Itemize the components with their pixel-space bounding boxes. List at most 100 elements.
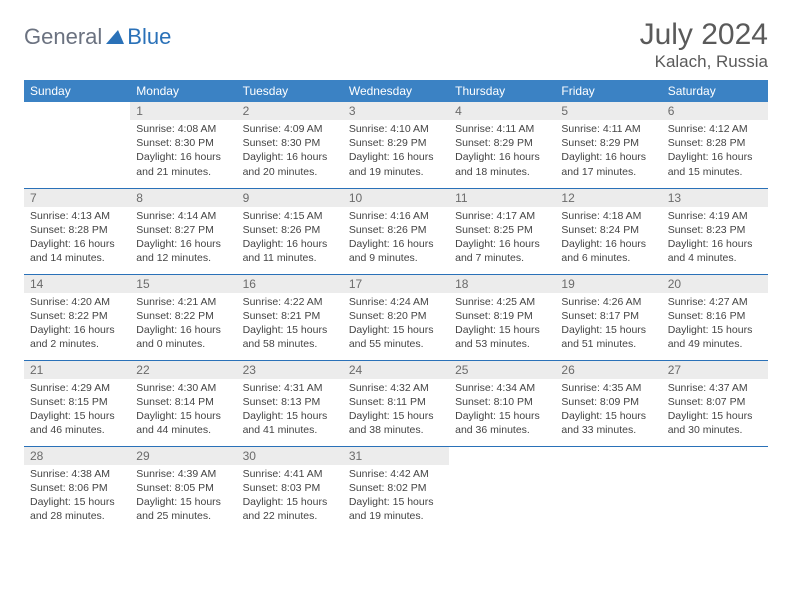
day-content: Sunrise: 4:24 AMSunset: 8:20 PMDaylight:… bbox=[343, 293, 449, 356]
day-content: Sunrise: 4:20 AMSunset: 8:22 PMDaylight:… bbox=[24, 293, 130, 356]
day-content: Sunrise: 4:19 AMSunset: 8:23 PMDaylight:… bbox=[662, 207, 768, 270]
day-content: Sunrise: 4:11 AMSunset: 8:29 PMDaylight:… bbox=[449, 120, 555, 183]
calendar-cell bbox=[555, 446, 661, 532]
day-content: Sunrise: 4:14 AMSunset: 8:27 PMDaylight:… bbox=[130, 207, 236, 270]
calendar-cell: 17Sunrise: 4:24 AMSunset: 8:20 PMDayligh… bbox=[343, 274, 449, 360]
day-number: 19 bbox=[555, 275, 661, 293]
day-content: Sunrise: 4:15 AMSunset: 8:26 PMDaylight:… bbox=[237, 207, 343, 270]
day-content: Sunrise: 4:08 AMSunset: 8:30 PMDaylight:… bbox=[130, 120, 236, 183]
day-number: 23 bbox=[237, 361, 343, 379]
day-content: Sunrise: 4:25 AMSunset: 8:19 PMDaylight:… bbox=[449, 293, 555, 356]
day-number: 27 bbox=[662, 361, 768, 379]
weekday-header: Wednesday bbox=[343, 80, 449, 102]
day-number: 16 bbox=[237, 275, 343, 293]
day-content: Sunrise: 4:30 AMSunset: 8:14 PMDaylight:… bbox=[130, 379, 236, 442]
calendar-cell: 2Sunrise: 4:09 AMSunset: 8:30 PMDaylight… bbox=[237, 102, 343, 188]
calendar-table: SundayMondayTuesdayWednesdayThursdayFrid… bbox=[24, 80, 768, 532]
day-number: 8 bbox=[130, 189, 236, 207]
day-number: 26 bbox=[555, 361, 661, 379]
calendar-cell: 12Sunrise: 4:18 AMSunset: 8:24 PMDayligh… bbox=[555, 188, 661, 274]
calendar-cell: 10Sunrise: 4:16 AMSunset: 8:26 PMDayligh… bbox=[343, 188, 449, 274]
calendar-cell: 8Sunrise: 4:14 AMSunset: 8:27 PMDaylight… bbox=[130, 188, 236, 274]
calendar-cell: 19Sunrise: 4:26 AMSunset: 8:17 PMDayligh… bbox=[555, 274, 661, 360]
calendar-cell: 13Sunrise: 4:19 AMSunset: 8:23 PMDayligh… bbox=[662, 188, 768, 274]
day-number: 4 bbox=[449, 102, 555, 120]
calendar-cell: 1Sunrise: 4:08 AMSunset: 8:30 PMDaylight… bbox=[130, 102, 236, 188]
brand-part1: General bbox=[24, 24, 102, 50]
calendar-cell: 31Sunrise: 4:42 AMSunset: 8:02 PMDayligh… bbox=[343, 446, 449, 532]
day-content: Sunrise: 4:27 AMSunset: 8:16 PMDaylight:… bbox=[662, 293, 768, 356]
page-subtitle: Kalach, Russia bbox=[640, 52, 768, 72]
day-number: 31 bbox=[343, 447, 449, 465]
day-content: Sunrise: 4:34 AMSunset: 8:10 PMDaylight:… bbox=[449, 379, 555, 442]
day-number: 17 bbox=[343, 275, 449, 293]
day-number: 18 bbox=[449, 275, 555, 293]
day-content: Sunrise: 4:16 AMSunset: 8:26 PMDaylight:… bbox=[343, 207, 449, 270]
day-number: 25 bbox=[449, 361, 555, 379]
day-content: Sunrise: 4:38 AMSunset: 8:06 PMDaylight:… bbox=[24, 465, 130, 528]
brand-triangle-icon bbox=[106, 30, 124, 44]
weekday-header: Thursday bbox=[449, 80, 555, 102]
day-content: Sunrise: 4:21 AMSunset: 8:22 PMDaylight:… bbox=[130, 293, 236, 356]
calendar-cell bbox=[449, 446, 555, 532]
weekday-header: Friday bbox=[555, 80, 661, 102]
weekday-header: Monday bbox=[130, 80, 236, 102]
day-number: 10 bbox=[343, 189, 449, 207]
day-content: Sunrise: 4:32 AMSunset: 8:11 PMDaylight:… bbox=[343, 379, 449, 442]
calendar-head: SundayMondayTuesdayWednesdayThursdayFrid… bbox=[24, 80, 768, 102]
calendar-cell: 22Sunrise: 4:30 AMSunset: 8:14 PMDayligh… bbox=[130, 360, 236, 446]
day-number: 20 bbox=[662, 275, 768, 293]
day-content: Sunrise: 4:41 AMSunset: 8:03 PMDaylight:… bbox=[237, 465, 343, 528]
calendar-cell: 14Sunrise: 4:20 AMSunset: 8:22 PMDayligh… bbox=[24, 274, 130, 360]
calendar-cell: 29Sunrise: 4:39 AMSunset: 8:05 PMDayligh… bbox=[130, 446, 236, 532]
calendar-cell: 26Sunrise: 4:35 AMSunset: 8:09 PMDayligh… bbox=[555, 360, 661, 446]
day-number: 5 bbox=[555, 102, 661, 120]
day-content: Sunrise: 4:17 AMSunset: 8:25 PMDaylight:… bbox=[449, 207, 555, 270]
calendar-cell: 4Sunrise: 4:11 AMSunset: 8:29 PMDaylight… bbox=[449, 102, 555, 188]
calendar-cell: 5Sunrise: 4:11 AMSunset: 8:29 PMDaylight… bbox=[555, 102, 661, 188]
day-number: 28 bbox=[24, 447, 130, 465]
calendar-cell: 25Sunrise: 4:34 AMSunset: 8:10 PMDayligh… bbox=[449, 360, 555, 446]
brand-logo: General Blue bbox=[24, 24, 171, 50]
calendar-cell: 11Sunrise: 4:17 AMSunset: 8:25 PMDayligh… bbox=[449, 188, 555, 274]
calendar-cell: 23Sunrise: 4:31 AMSunset: 8:13 PMDayligh… bbox=[237, 360, 343, 446]
day-content: Sunrise: 4:18 AMSunset: 8:24 PMDaylight:… bbox=[555, 207, 661, 270]
day-number: 7 bbox=[24, 189, 130, 207]
calendar-cell: 7Sunrise: 4:13 AMSunset: 8:28 PMDaylight… bbox=[24, 188, 130, 274]
day-content: Sunrise: 4:37 AMSunset: 8:07 PMDaylight:… bbox=[662, 379, 768, 442]
day-number: 29 bbox=[130, 447, 236, 465]
day-content: Sunrise: 4:09 AMSunset: 8:30 PMDaylight:… bbox=[237, 120, 343, 183]
day-number: 3 bbox=[343, 102, 449, 120]
day-number: 1 bbox=[130, 102, 236, 120]
day-number: 22 bbox=[130, 361, 236, 379]
day-number: 30 bbox=[237, 447, 343, 465]
day-content: Sunrise: 4:39 AMSunset: 8:05 PMDaylight:… bbox=[130, 465, 236, 528]
day-content: Sunrise: 4:26 AMSunset: 8:17 PMDaylight:… bbox=[555, 293, 661, 356]
calendar-body: 1Sunrise: 4:08 AMSunset: 8:30 PMDaylight… bbox=[24, 102, 768, 532]
weekday-header: Sunday bbox=[24, 80, 130, 102]
calendar-cell: 28Sunrise: 4:38 AMSunset: 8:06 PMDayligh… bbox=[24, 446, 130, 532]
day-number: 6 bbox=[662, 102, 768, 120]
calendar-cell: 3Sunrise: 4:10 AMSunset: 8:29 PMDaylight… bbox=[343, 102, 449, 188]
title-block: July 2024 Kalach, Russia bbox=[640, 18, 768, 72]
calendar-cell: 9Sunrise: 4:15 AMSunset: 8:26 PMDaylight… bbox=[237, 188, 343, 274]
calendar-cell: 21Sunrise: 4:29 AMSunset: 8:15 PMDayligh… bbox=[24, 360, 130, 446]
day-number: 12 bbox=[555, 189, 661, 207]
page-title: July 2024 bbox=[640, 18, 768, 52]
calendar-cell: 30Sunrise: 4:41 AMSunset: 8:03 PMDayligh… bbox=[237, 446, 343, 532]
day-number: 15 bbox=[130, 275, 236, 293]
page-header: General Blue July 2024 Kalach, Russia bbox=[24, 18, 768, 72]
calendar-cell: 20Sunrise: 4:27 AMSunset: 8:16 PMDayligh… bbox=[662, 274, 768, 360]
day-content: Sunrise: 4:22 AMSunset: 8:21 PMDaylight:… bbox=[237, 293, 343, 356]
brand-part2: Blue bbox=[127, 24, 171, 50]
day-content: Sunrise: 4:11 AMSunset: 8:29 PMDaylight:… bbox=[555, 120, 661, 183]
calendar-cell: 27Sunrise: 4:37 AMSunset: 8:07 PMDayligh… bbox=[662, 360, 768, 446]
calendar-cell: 16Sunrise: 4:22 AMSunset: 8:21 PMDayligh… bbox=[237, 274, 343, 360]
calendar-cell: 15Sunrise: 4:21 AMSunset: 8:22 PMDayligh… bbox=[130, 274, 236, 360]
day-content: Sunrise: 4:35 AMSunset: 8:09 PMDaylight:… bbox=[555, 379, 661, 442]
calendar-cell: 18Sunrise: 4:25 AMSunset: 8:19 PMDayligh… bbox=[449, 274, 555, 360]
day-number: 13 bbox=[662, 189, 768, 207]
calendar-cell: 24Sunrise: 4:32 AMSunset: 8:11 PMDayligh… bbox=[343, 360, 449, 446]
day-number: 24 bbox=[343, 361, 449, 379]
day-number: 14 bbox=[24, 275, 130, 293]
